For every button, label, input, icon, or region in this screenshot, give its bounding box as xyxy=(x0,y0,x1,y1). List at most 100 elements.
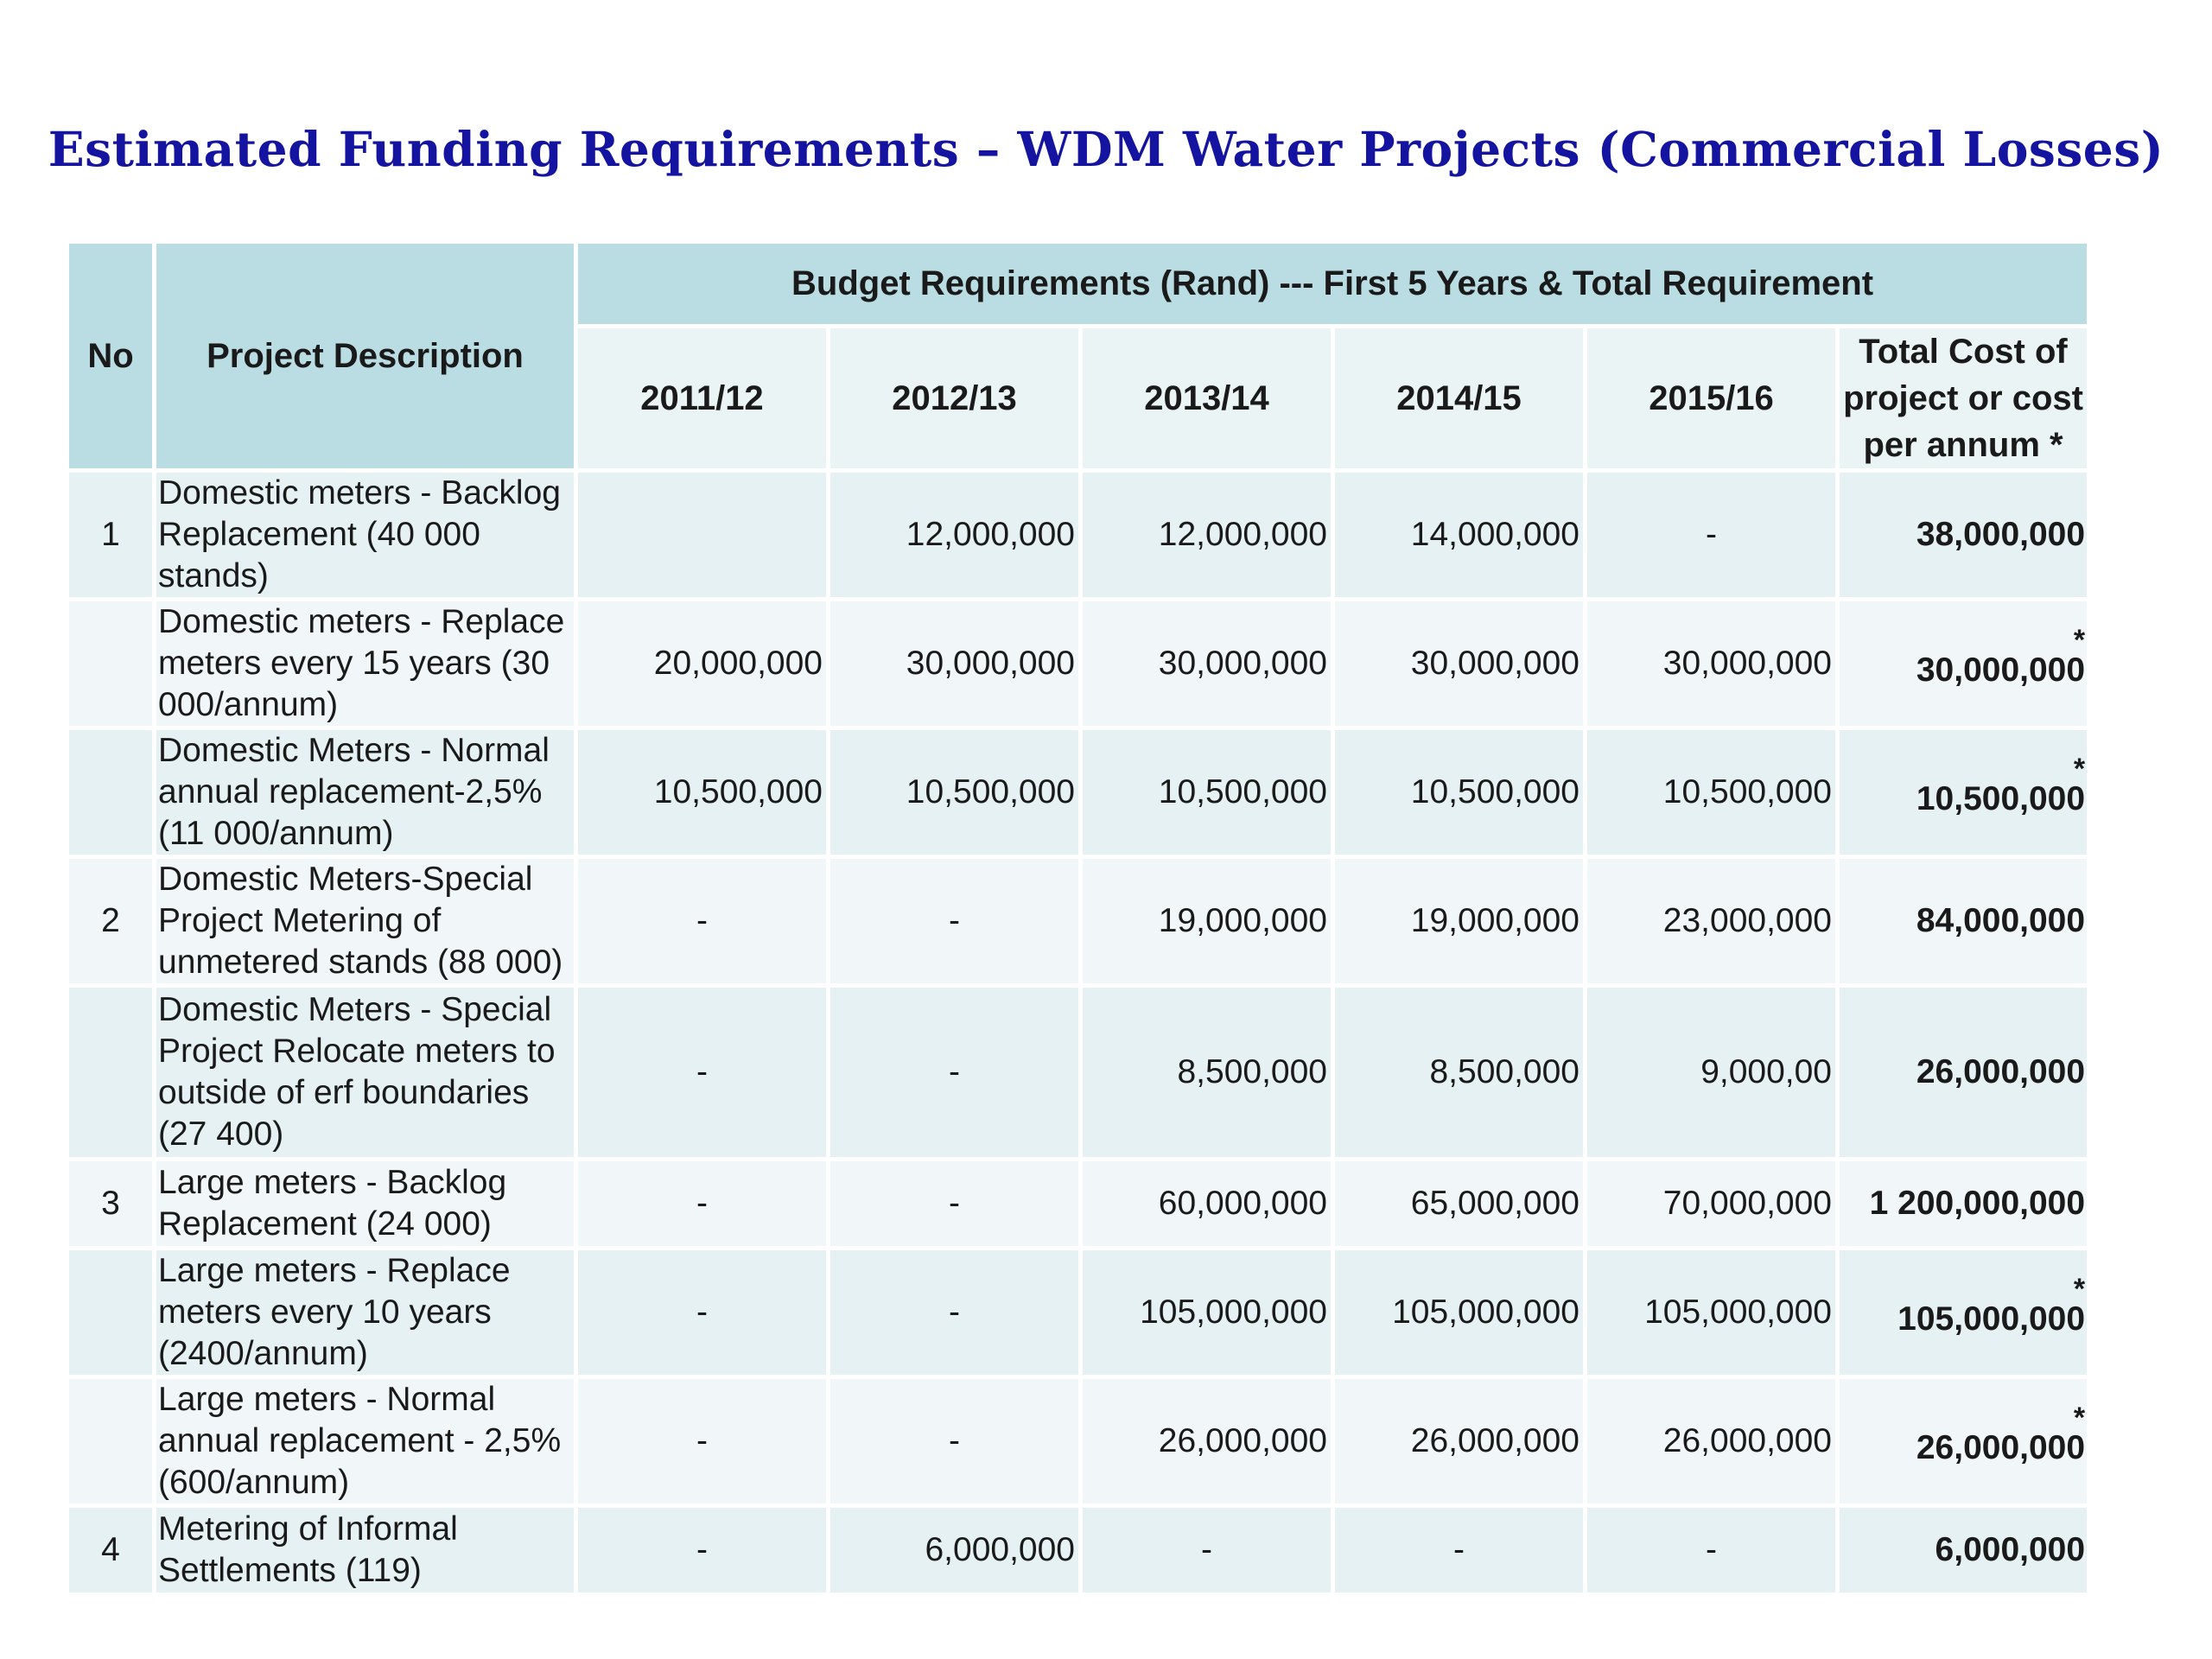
year-value-cell: 30,000,000 xyxy=(830,601,1078,726)
header-total-cost: Total Cost of project or cost per annum … xyxy=(1840,328,2088,468)
header-no: No xyxy=(69,244,152,468)
table-row: Domestic meters - Replace meters every 1… xyxy=(69,601,2088,726)
year-value-cell xyxy=(578,473,826,597)
row-number xyxy=(69,601,152,726)
header-project-description: Project Description xyxy=(156,244,574,468)
year-value-cell: - xyxy=(578,1508,826,1592)
year-value-cell: 20,000,000 xyxy=(578,601,826,726)
table-row: Domestic Meters - Special Project Reloca… xyxy=(69,988,2088,1157)
total-cost-cell: * 26,000,000 xyxy=(1840,1379,2088,1503)
total-cost-cell: 26,000,000 xyxy=(1840,988,2088,1157)
year-value-cell: - xyxy=(578,859,826,983)
total-cost-value: 6,000,000 xyxy=(1935,1531,2086,1568)
total-cost-value: 84,000,000 xyxy=(1916,902,2086,939)
year-value-cell: 10,500,000 xyxy=(1587,730,1835,855)
total-cost-cell: 6,000,000 xyxy=(1840,1508,2088,1592)
header-budget-group: Budget Requirements (Rand) --- First 5 Y… xyxy=(578,244,2088,324)
year-value-cell: 30,000,000 xyxy=(1083,601,1331,726)
year-value-cell: 10,500,000 xyxy=(1083,730,1331,855)
year-value-cell: 19,000,000 xyxy=(1083,859,1331,983)
asterisk-marker: * xyxy=(2073,1273,2086,1306)
project-description: Domestic Meters - Normal annual replacem… xyxy=(156,730,574,855)
asterisk-marker: * xyxy=(2073,753,2086,785)
table-row: 1 Domestic meters - Backlog Replacement (… xyxy=(69,473,2088,597)
row-number xyxy=(69,730,152,855)
total-cost-value: 105,000,000 xyxy=(1897,1300,2086,1338)
year-value-cell: 8,500,000 xyxy=(1335,988,1583,1157)
year-value-cell: 26,000,000 xyxy=(1083,1379,1331,1503)
year-value-cell: 30,000,000 xyxy=(1587,601,1835,726)
header-year: 2014/15 xyxy=(1335,328,1583,468)
year-value-cell: 10,500,000 xyxy=(578,730,826,855)
project-description: Large meters - Normal annual replacement… xyxy=(156,1379,574,1503)
table-row: Domestic Meters - Normal annual replacem… xyxy=(69,730,2088,855)
table-row: 4 Metering of Informal Settlements (119) -… xyxy=(69,1508,2088,1592)
table-row: Large meters - Replace meters every 10 y… xyxy=(69,1250,2088,1375)
total-cost-value: 10,500,000 xyxy=(1916,780,2086,817)
year-value-cell: 105,000,000 xyxy=(1335,1250,1583,1375)
year-value-cell: 23,000,000 xyxy=(1587,859,1835,983)
year-value-cell: 65,000,000 xyxy=(1335,1161,1583,1246)
year-value-cell: - xyxy=(1587,1508,1835,1592)
table-row: 3 Large meters - Backlog Replacement (24 … xyxy=(69,1161,2088,1246)
year-value-cell: - xyxy=(578,1250,826,1375)
year-value-cell: 70,000,000 xyxy=(1587,1161,1835,1246)
year-value-cell: 12,000,000 xyxy=(1083,473,1331,597)
row-number: 2 xyxy=(69,859,152,983)
year-value-cell: - xyxy=(578,1379,826,1503)
project-description: Domestic meters - Backlog Replacement (4… xyxy=(156,473,574,597)
table-row: 2 Domestic Meters-Special Project Meterin… xyxy=(69,859,2088,983)
asterisk-marker: * xyxy=(2073,624,2086,657)
year-value-cell: - xyxy=(578,1161,826,1246)
row-number: 4 xyxy=(69,1508,152,1592)
page-title: Estimated Funding Requirements – WDM Wat… xyxy=(48,121,2164,177)
project-description: Large meters - Replace meters every 10 y… xyxy=(156,1250,574,1375)
year-value-cell: - xyxy=(1083,1508,1331,1592)
total-cost-value: 38,000,000 xyxy=(1916,516,2086,553)
year-value-cell: - xyxy=(1335,1508,1583,1592)
table-row: Large meters - Normal annual replacement… xyxy=(69,1379,2088,1503)
header-year: 2011/12 xyxy=(578,328,826,468)
year-value-cell: 10,500,000 xyxy=(830,730,1078,855)
total-cost-value: 26,000,000 xyxy=(1916,1429,2086,1466)
total-cost-cell: 38,000,000 xyxy=(1840,473,2088,597)
project-description: Metering of Informal Settlements (119) xyxy=(156,1508,574,1592)
project-description: Domestic Meters-Special Project Metering… xyxy=(156,859,574,983)
year-value-cell: 26,000,000 xyxy=(1587,1379,1835,1503)
year-value-cell: - xyxy=(830,988,1078,1157)
year-value-cell: 19,000,000 xyxy=(1335,859,1583,983)
row-number xyxy=(69,1379,152,1503)
project-description: Domestic Meters - Special Project Reloca… xyxy=(156,988,574,1157)
year-value-cell: - xyxy=(830,1161,1078,1246)
header-year: 2013/14 xyxy=(1083,328,1331,468)
project-description: Domestic meters - Replace meters every 1… xyxy=(156,601,574,726)
total-cost-cell: 1 200,000,000 xyxy=(1840,1161,2088,1246)
year-value-cell: 60,000,000 xyxy=(1083,1161,1331,1246)
row-number: 1 xyxy=(69,473,152,597)
year-value-cell: 26,000,000 xyxy=(1335,1379,1583,1503)
year-value-cell: - xyxy=(1587,473,1835,597)
year-value-cell: 8,500,000 xyxy=(1083,988,1331,1157)
total-cost-cell: 84,000,000 xyxy=(1840,859,2088,983)
row-number xyxy=(69,988,152,1157)
asterisk-marker: * xyxy=(2073,1402,2086,1434)
total-cost-cell: * 10,500,000 xyxy=(1840,730,2088,855)
year-value-cell: 9,000,00 xyxy=(1587,988,1835,1157)
year-value-cell: 105,000,000 xyxy=(1083,1250,1331,1375)
total-cost-value: 30,000,000 xyxy=(1916,652,2086,689)
year-value-cell: - xyxy=(830,859,1078,983)
year-value-cell: 12,000,000 xyxy=(830,473,1078,597)
funding-table: No Project Description Budget Requiremen… xyxy=(65,239,2091,1597)
header-year: 2012/13 xyxy=(830,328,1078,468)
year-value-cell: 10,500,000 xyxy=(1335,730,1583,855)
table-body: 1 Domestic meters - Backlog Replacement (… xyxy=(69,473,2088,1592)
row-number: 3 xyxy=(69,1161,152,1246)
header-year: 2015/16 xyxy=(1587,328,1835,468)
year-value-cell: - xyxy=(578,988,826,1157)
total-cost-cell: * 105,000,000 xyxy=(1840,1250,2088,1375)
year-value-cell: 30,000,000 xyxy=(1335,601,1583,726)
year-value-cell: 14,000,000 xyxy=(1335,473,1583,597)
year-value-cell: - xyxy=(830,1250,1078,1375)
total-cost-cell: * 30,000,000 xyxy=(1840,601,2088,726)
total-cost-value: 26,000,000 xyxy=(1916,1053,2086,1090)
